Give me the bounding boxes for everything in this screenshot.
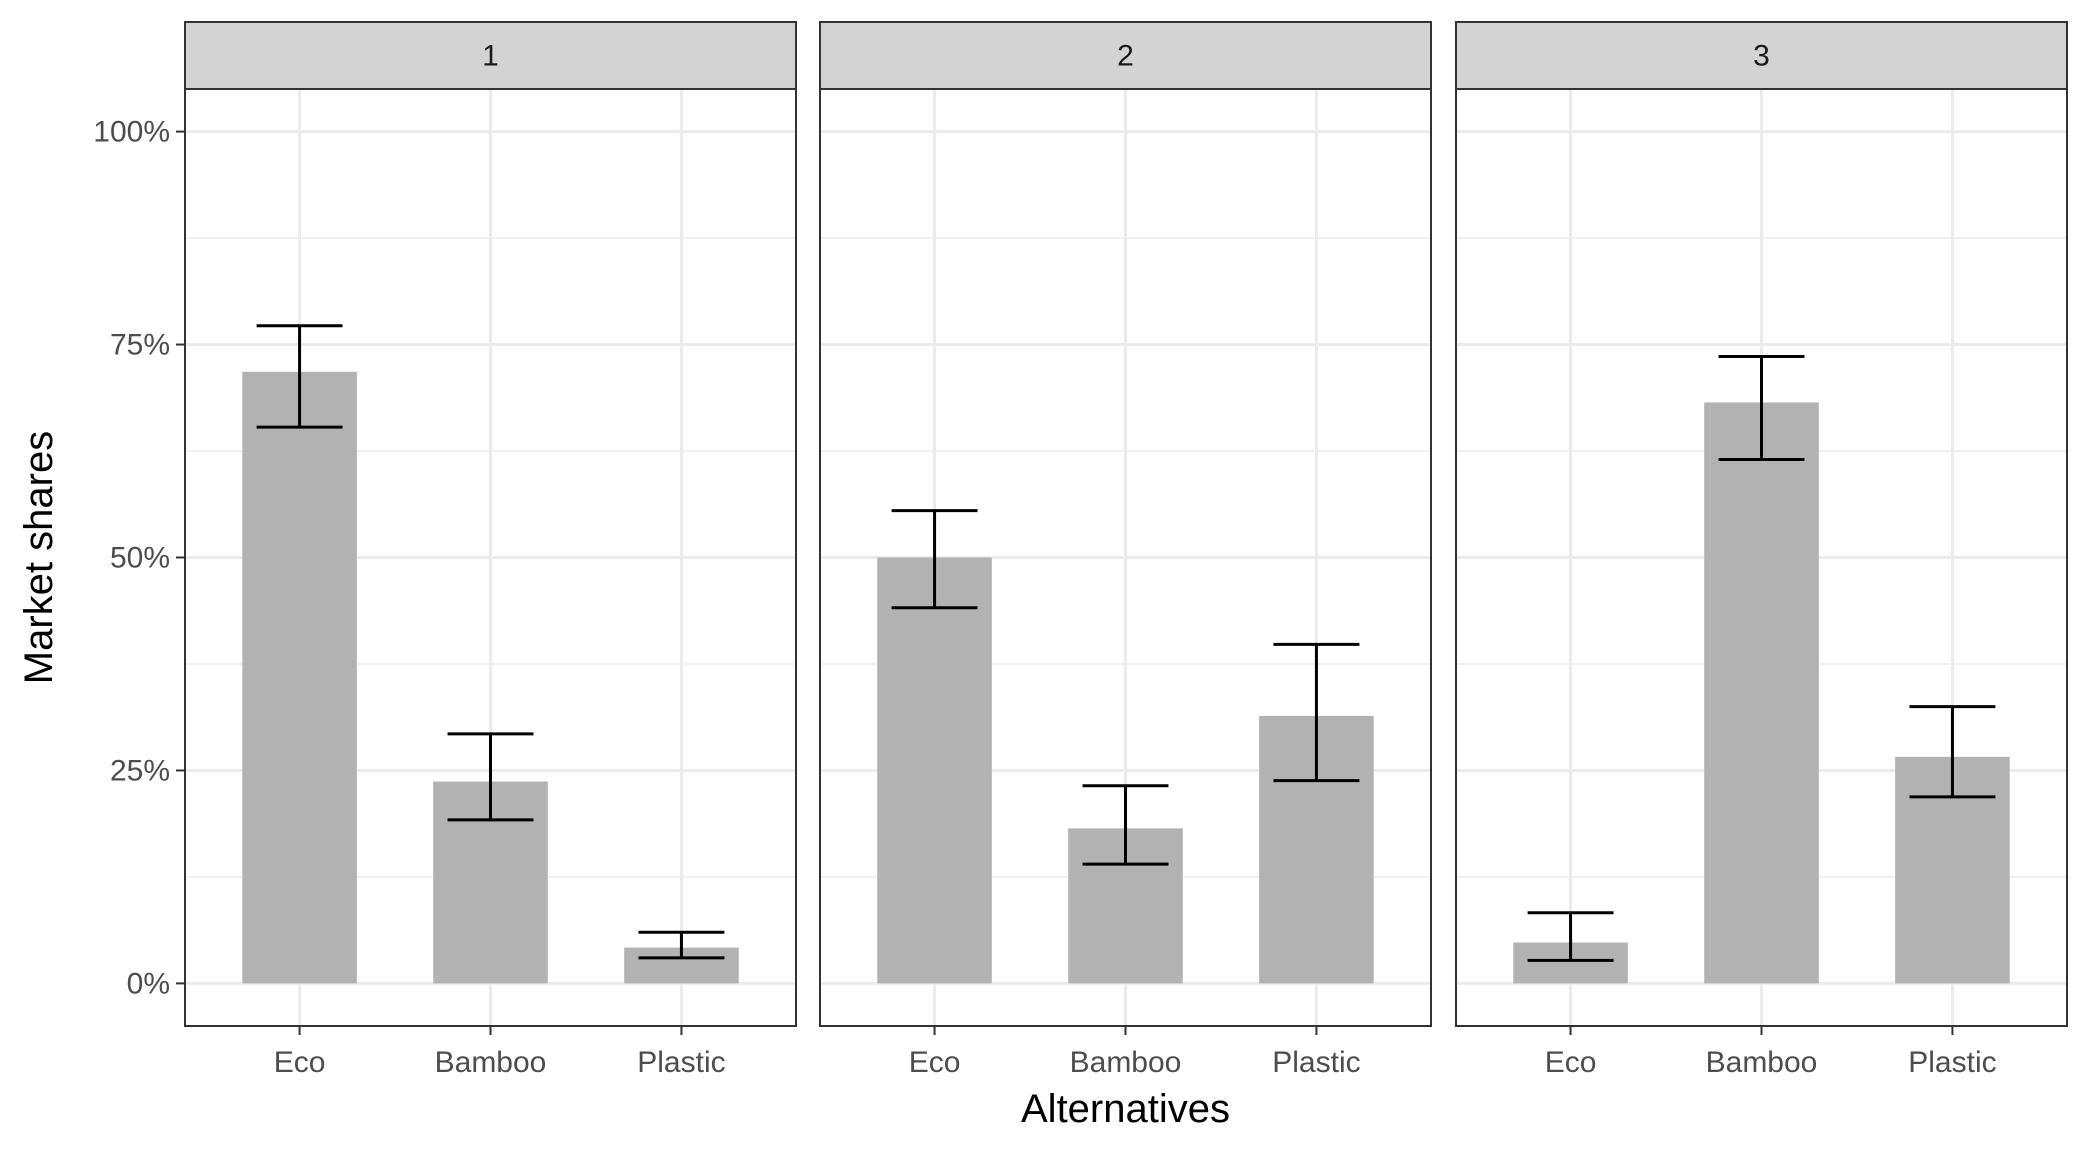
error-bar-eco-panel-1 <box>256 324 343 429</box>
y-axis: 0% 25% 50% 75% 100% <box>93 116 185 1000</box>
error-bar-plastic-panel-1 <box>638 930 725 960</box>
x-tick-label: Eco <box>274 1046 326 1079</box>
x-tick-label: Bamboo <box>435 1046 547 1079</box>
x-tick-label: Plastic <box>1272 1046 1360 1079</box>
bar-eco-panel-1 <box>242 371 357 984</box>
error-bar-eco-panel-2 <box>891 509 978 610</box>
error-bar-eco-panel-3 <box>1527 911 1614 962</box>
bar-bamboo-panel-3 <box>1704 402 1819 984</box>
panel-3: 3 Eco Bamboo Plastic <box>1455 21 2068 1079</box>
panel-2: 2 Eco Bamboo Plastic <box>819 21 1432 1079</box>
x-axis-title: Alternatives <box>1021 1087 1230 1131</box>
x-tick-label: Bamboo <box>1070 1046 1182 1079</box>
strip-3 <box>1455 21 2068 90</box>
x-tick-label: Bamboo <box>1706 1046 1818 1079</box>
y-tick-label: 75% <box>110 329 170 362</box>
x-tick-label: Plastic <box>637 1046 725 1079</box>
y-tick-label: 0% <box>127 967 170 1000</box>
panels: 1 Eco Bamboo Plastic 2 Eco Bamboo Plastic 3 Eco Ba… <box>184 21 2068 1079</box>
x-tick-label: Plastic <box>1908 1046 1996 1079</box>
error-bar-bamboo-panel-3 <box>1718 354 1805 462</box>
error-bar-plastic-panel-3 <box>1909 705 1996 799</box>
strip-1 <box>184 21 797 90</box>
y-tick-label: 100% <box>93 116 170 149</box>
strip-2 <box>819 21 1432 90</box>
strip-label: 3 <box>1753 40 1770 73</box>
x-tick-label: Eco <box>909 1046 961 1079</box>
x-tick-label: Eco <box>1545 1046 1597 1079</box>
panel-1: 1 Eco Bamboo Plastic <box>184 21 797 1079</box>
strip-label: 1 <box>482 40 499 73</box>
y-tick-label: 25% <box>110 754 170 787</box>
error-bar-plastic-panel-2 <box>1273 642 1360 783</box>
y-axis-title: Market shares <box>17 431 61 684</box>
strip-label: 2 <box>1117 40 1134 73</box>
bar-eco-panel-2 <box>877 557 992 984</box>
y-tick-label: 50% <box>110 542 170 575</box>
error-bar-bamboo-panel-1 <box>447 732 534 822</box>
error-bar-bamboo-panel-2 <box>1082 784 1169 866</box>
